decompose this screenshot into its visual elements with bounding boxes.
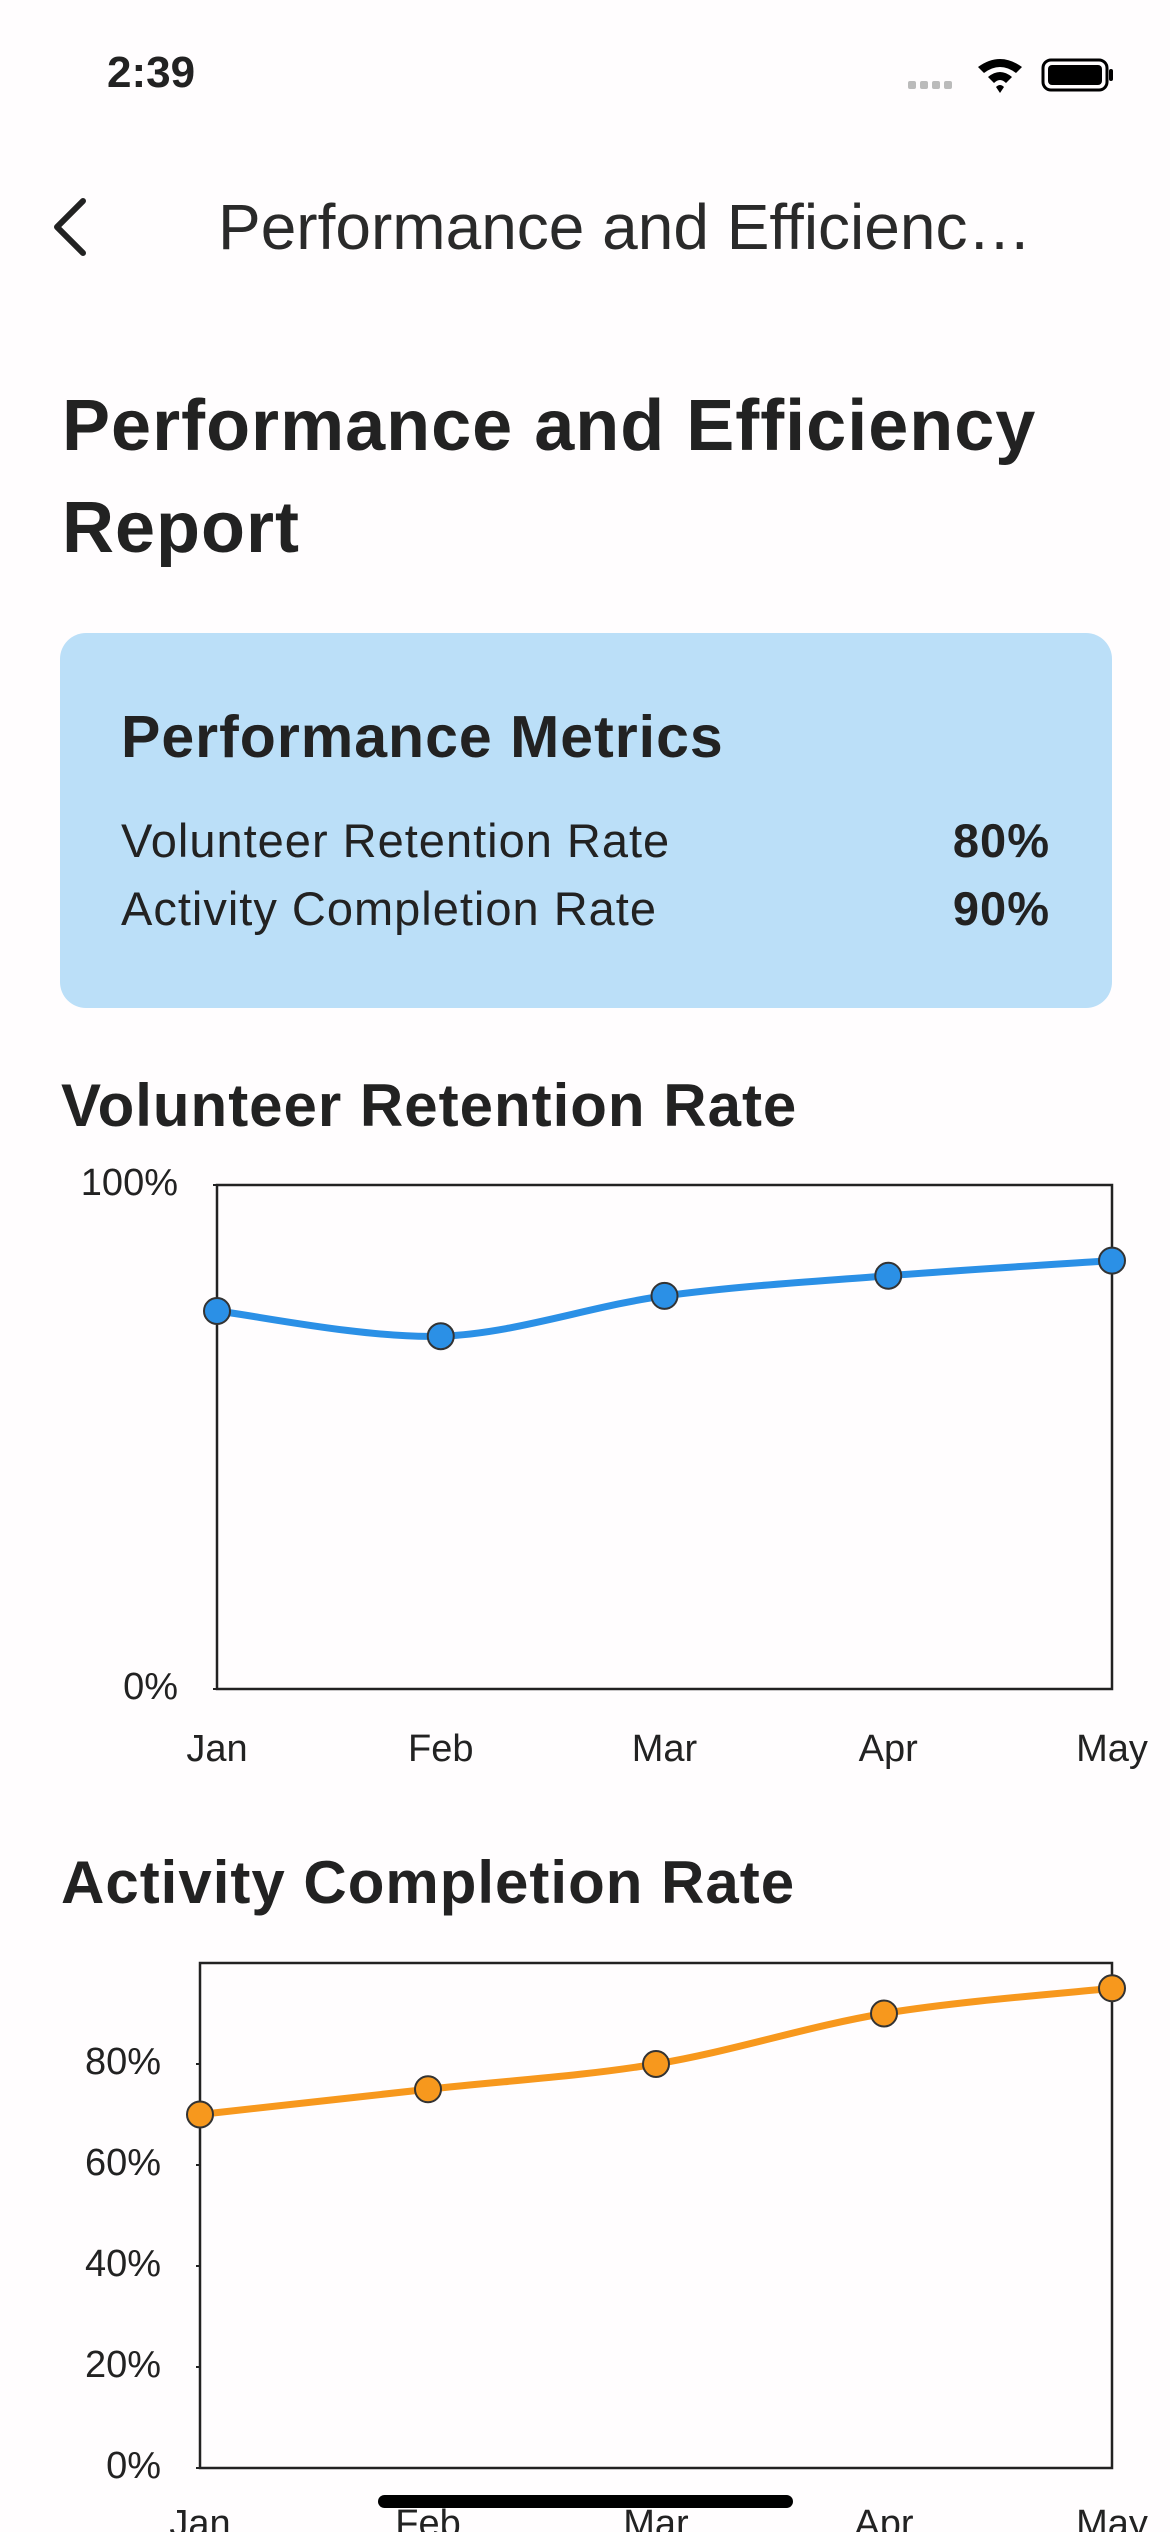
point [642, 2050, 670, 2078]
metric-label: Volunteer Retention Rate [121, 814, 671, 867]
y-tick-label: 40% [85, 2243, 161, 2285]
x-tick-label: Jan [186, 1728, 247, 1770]
home-indicator [378, 2495, 793, 2508]
x-tick-label: Apr [854, 2503, 913, 2532]
plot-frame [215, 1183, 1114, 1691]
y-tick-label: 100% [81, 1162, 178, 1204]
point [203, 1297, 231, 1325]
x-tick-label: Jan [169, 2503, 230, 2532]
point [870, 1999, 898, 2028]
point [650, 1281, 679, 1310]
x-tick-label: Mar [632, 1728, 698, 1770]
metrics-card: Performance Metrics Volunteer Retention … [60, 633, 1112, 1008]
metric-value: 80% [952, 814, 1050, 867]
point [1098, 1246, 1126, 1275]
chart-title: Activity Completion Rate [61, 1849, 795, 1916]
x-tick-label: Feb [408, 1728, 473, 1770]
metric-value: 90% [952, 882, 1050, 935]
chart-title: Volunteer Retention Rate [61, 1072, 797, 1139]
point [426, 1322, 455, 1351]
plot-frame [198, 1961, 1114, 2470]
point [874, 1261, 903, 1290]
y-tick-label: 20% [85, 2344, 161, 2386]
card-title: Performance Metrics [121, 704, 724, 770]
point [186, 2100, 214, 2129]
status-icons [908, 58, 1113, 93]
y-tick-label: 60% [85, 2142, 161, 2184]
x-tick-label: May [1076, 2503, 1148, 2532]
status-time: 2:39 [107, 48, 196, 97]
x-tick-label: Apr [859, 1728, 918, 1770]
nav-title: Performance and Efficienc… [218, 191, 1032, 263]
page-heading: Performance and Efficiency Report [62, 386, 1037, 568]
y-tick-label: 0% [106, 2445, 161, 2487]
point [414, 2075, 442, 2104]
y-tick-label: 80% [85, 2041, 161, 2083]
metric-label: Activity Completion Rate [121, 882, 657, 935]
y-tick-label: 0% [123, 1666, 178, 1708]
x-tick-label: May [1076, 1728, 1148, 1770]
back-button[interactable] [45, 195, 95, 259]
point [1098, 1974, 1126, 2003]
